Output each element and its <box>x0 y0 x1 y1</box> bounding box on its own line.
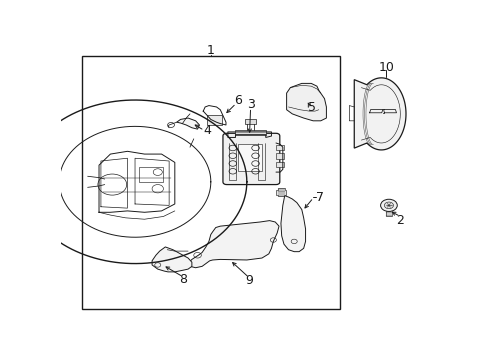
Bar <box>244 118 256 124</box>
Polygon shape <box>353 78 405 150</box>
Polygon shape <box>152 247 191 272</box>
Text: 2: 2 <box>396 213 404 226</box>
Polygon shape <box>238 144 261 171</box>
Text: 4: 4 <box>203 124 210 137</box>
Text: 1: 1 <box>206 44 214 57</box>
Polygon shape <box>280 195 305 252</box>
Bar <box>235 130 265 135</box>
Circle shape <box>384 202 393 209</box>
Bar <box>82 56 339 309</box>
Text: 3: 3 <box>247 98 255 111</box>
Text: 10: 10 <box>378 61 393 74</box>
Text: 7: 7 <box>315 190 323 203</box>
Bar <box>276 162 284 167</box>
Bar <box>139 167 163 182</box>
Polygon shape <box>286 84 326 121</box>
Text: 5: 5 <box>307 101 315 114</box>
Polygon shape <box>176 118 199 129</box>
Polygon shape <box>276 188 285 196</box>
Circle shape <box>380 199 396 211</box>
Text: 8: 8 <box>179 273 187 286</box>
Text: 9: 9 <box>245 274 253 287</box>
Bar <box>206 115 222 125</box>
Polygon shape <box>188 221 279 268</box>
Bar <box>276 145 284 150</box>
FancyBboxPatch shape <box>223 133 279 185</box>
Text: 6: 6 <box>234 94 242 107</box>
Bar <box>276 153 284 159</box>
